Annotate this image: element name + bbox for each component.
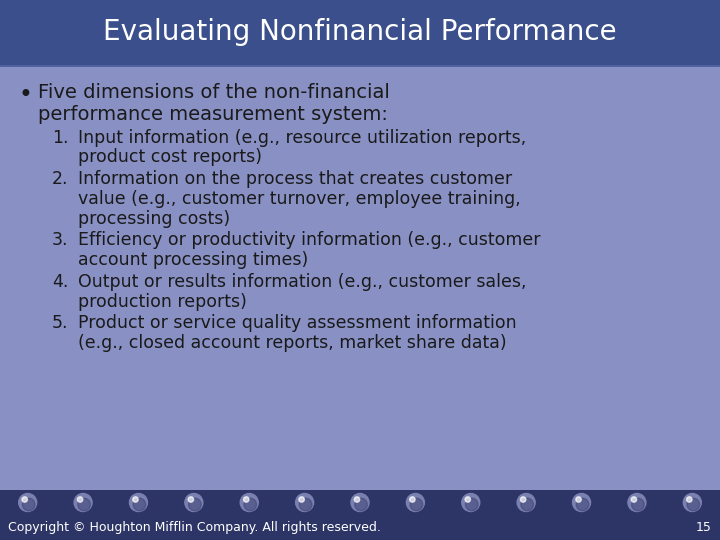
Circle shape bbox=[683, 494, 701, 511]
Text: Efficiency or productivity information (e.g., customer: Efficiency or productivity information (… bbox=[78, 231, 541, 249]
Circle shape bbox=[299, 497, 305, 502]
Text: Copyright © Houghton Mifflin Company. All rights reserved.: Copyright © Houghton Mifflin Company. Al… bbox=[8, 521, 381, 534]
Circle shape bbox=[132, 497, 138, 502]
Circle shape bbox=[351, 494, 369, 511]
Circle shape bbox=[410, 498, 423, 511]
Circle shape bbox=[78, 498, 91, 511]
Circle shape bbox=[133, 498, 145, 511]
Text: 3.: 3. bbox=[52, 231, 68, 249]
Text: •: • bbox=[18, 83, 32, 107]
Text: performance measurement system:: performance measurement system: bbox=[38, 105, 388, 124]
Text: 2.: 2. bbox=[52, 170, 68, 188]
Circle shape bbox=[517, 494, 535, 511]
Circle shape bbox=[296, 494, 314, 511]
Text: (e.g., closed account reports, market share data): (e.g., closed account reports, market sh… bbox=[78, 334, 507, 352]
Text: Five dimensions of the non-financial: Five dimensions of the non-financial bbox=[38, 83, 390, 102]
Text: 4.: 4. bbox=[52, 273, 68, 291]
Text: 15: 15 bbox=[696, 521, 712, 534]
Circle shape bbox=[77, 497, 83, 502]
Bar bbox=[0, 490, 720, 540]
Circle shape bbox=[244, 498, 256, 511]
Circle shape bbox=[22, 498, 35, 511]
Circle shape bbox=[185, 494, 203, 511]
Text: Product or service quality assessment information: Product or service quality assessment in… bbox=[78, 314, 517, 332]
Text: value (e.g., customer turnover, employee training,: value (e.g., customer turnover, employee… bbox=[78, 190, 521, 208]
Text: Input information (e.g., resource utilization reports,: Input information (e.g., resource utiliz… bbox=[78, 129, 526, 146]
Circle shape bbox=[74, 494, 92, 511]
Circle shape bbox=[687, 498, 700, 511]
Circle shape bbox=[300, 498, 312, 511]
Circle shape bbox=[631, 498, 644, 511]
Circle shape bbox=[572, 494, 590, 511]
Circle shape bbox=[355, 498, 367, 511]
Circle shape bbox=[22, 497, 27, 502]
Text: 5.: 5. bbox=[52, 314, 68, 332]
Circle shape bbox=[465, 498, 478, 511]
Circle shape bbox=[406, 494, 424, 511]
Text: account processing times): account processing times) bbox=[78, 251, 308, 269]
Circle shape bbox=[576, 497, 581, 502]
Text: Output or results information (e.g., customer sales,: Output or results information (e.g., cus… bbox=[78, 273, 526, 291]
Bar bbox=[0, 0, 720, 65]
Circle shape bbox=[521, 497, 526, 502]
Circle shape bbox=[410, 497, 415, 502]
Circle shape bbox=[631, 497, 636, 502]
Circle shape bbox=[628, 494, 646, 511]
Circle shape bbox=[354, 497, 360, 502]
Circle shape bbox=[576, 498, 589, 511]
Circle shape bbox=[462, 494, 480, 511]
Circle shape bbox=[243, 497, 249, 502]
Text: Evaluating Nonfinancial Performance: Evaluating Nonfinancial Performance bbox=[103, 18, 617, 46]
Circle shape bbox=[521, 498, 534, 511]
Text: processing costs): processing costs) bbox=[78, 210, 230, 227]
Bar bbox=[0, 65, 720, 67]
Circle shape bbox=[465, 497, 470, 502]
Circle shape bbox=[188, 497, 194, 502]
Text: production reports): production reports) bbox=[78, 293, 247, 310]
Circle shape bbox=[189, 498, 201, 511]
Circle shape bbox=[130, 494, 148, 511]
Text: 1.: 1. bbox=[52, 129, 68, 146]
Text: product cost reports): product cost reports) bbox=[78, 148, 262, 166]
Circle shape bbox=[687, 497, 692, 502]
Text: Information on the process that creates customer: Information on the process that creates … bbox=[78, 170, 512, 188]
Circle shape bbox=[19, 494, 37, 511]
Circle shape bbox=[240, 494, 258, 511]
